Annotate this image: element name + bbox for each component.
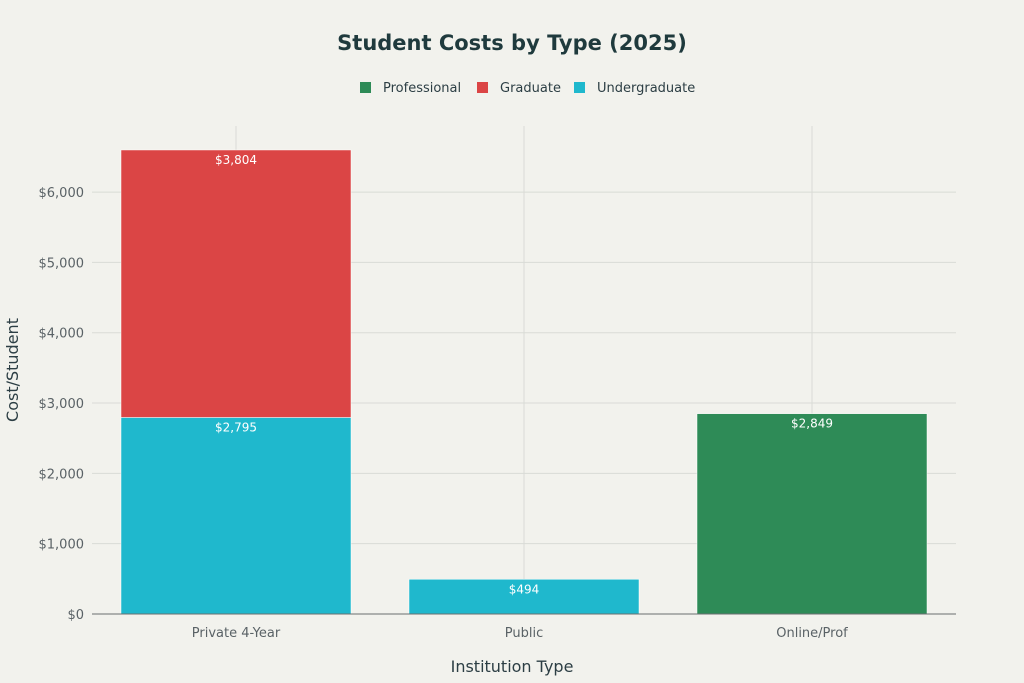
x-tick-label: Online/Prof bbox=[776, 626, 848, 641]
legend-swatch bbox=[477, 82, 488, 93]
bar-undergraduate[interactable] bbox=[408, 579, 640, 615]
y-tick-label: $5,000 bbox=[39, 256, 85, 271]
legend-label: Undergraduate bbox=[597, 81, 695, 96]
legend-item-undergraduate[interactable]: Undergraduate bbox=[574, 81, 695, 96]
legend-swatch bbox=[360, 82, 371, 93]
y-tick-label: $1,000 bbox=[39, 538, 85, 553]
bar-professional[interactable] bbox=[696, 413, 928, 615]
data-label: $3,804 bbox=[215, 153, 257, 167]
y-tick-label: $0 bbox=[67, 608, 84, 623]
data-label: $494 bbox=[509, 582, 540, 596]
bars: $2,795 $494 $3,804 $2,849 bbox=[120, 149, 928, 615]
data-label: $2,849 bbox=[791, 417, 833, 431]
legend-label: Professional bbox=[383, 81, 461, 96]
y-tick-label: $6,000 bbox=[39, 186, 85, 201]
legend-label: Graduate bbox=[500, 81, 561, 96]
bar-graduate[interactable] bbox=[120, 149, 352, 418]
legend: Professional Graduate Undergraduate bbox=[360, 81, 695, 96]
y-tick-label: $4,000 bbox=[39, 327, 85, 342]
legend-item-graduate[interactable]: Graduate bbox=[477, 81, 561, 96]
y-tick-label: $3,000 bbox=[39, 397, 85, 412]
y-tick-label: $2,000 bbox=[39, 467, 85, 482]
legend-swatch bbox=[574, 82, 585, 93]
y-axis-label: Cost/Student bbox=[3, 318, 22, 422]
ticks: $0 $1,000 $2,000 $3,000 $4,000 $5,000 $6,000 Pr… bbox=[39, 186, 956, 641]
data-label: $2,795 bbox=[215, 420, 257, 434]
x-axis-label: Institution Type bbox=[451, 657, 574, 676]
chart-title: Student Costs by Type (2025) bbox=[337, 31, 687, 55]
x-tick-label: Public bbox=[505, 626, 543, 641]
x-tick-label: Private 4-Year bbox=[192, 626, 281, 641]
bar-undergraduate[interactable] bbox=[120, 417, 352, 615]
legend-item-professional[interactable]: Professional bbox=[360, 81, 461, 96]
